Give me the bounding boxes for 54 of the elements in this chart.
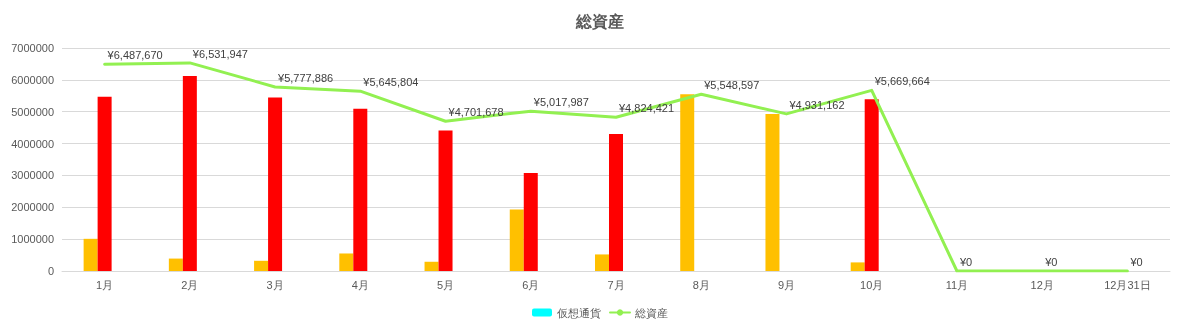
data-label: ¥0: [1129, 256, 1143, 268]
bar: [353, 108, 368, 271]
line-series: [103, 61, 1129, 273]
bar: [609, 134, 623, 271]
data-label: ¥6,531,947: [191, 47, 248, 60]
y-tick-label: 0: [47, 265, 54, 277]
data-label: ¥4,701,678: [447, 106, 504, 119]
y-tick-label: 3000000: [11, 169, 54, 182]
x-tick-label: 11月: [945, 278, 969, 291]
data-label: ¥5,548,597: [703, 79, 760, 92]
x-tick-label: 9月: [777, 278, 796, 291]
bar: [254, 260, 269, 271]
bar: [438, 130, 453, 271]
x-tick-label: 2月: [181, 278, 199, 291]
x-tick-label: 8月: [692, 278, 710, 291]
x-tick-label: 6月: [522, 278, 540, 291]
legend-label: 仮想通貨: [557, 306, 601, 319]
y-tick-label: 6000000: [11, 73, 54, 86]
data-label: ¥5,645,804: [362, 76, 419, 89]
x-tick-label: 7月: [607, 278, 625, 291]
bar: [509, 209, 524, 271]
x-tick-label: 5月: [436, 278, 455, 291]
data-label: ¥5,777,886: [277, 71, 334, 84]
x-tick-label: 4月: [351, 278, 369, 291]
data-label: ¥0: [958, 256, 973, 268]
legend-label: 総資産: [634, 306, 668, 319]
y-tick-label: 4000000: [11, 137, 54, 150]
y-tick-label: 7000000: [11, 42, 54, 54]
bar: [680, 94, 695, 271]
x-tick-label: 10月: [860, 278, 884, 291]
x-tick-label: 12月31日: [1104, 278, 1151, 291]
bar: [83, 238, 98, 271]
bar: [182, 76, 197, 271]
data-label: ¥5,017,987: [532, 96, 589, 109]
bar: [97, 96, 112, 271]
bar: [850, 262, 865, 271]
x-tick-label: 1月: [96, 278, 114, 291]
data-label: ¥6,487,670: [106, 49, 163, 62]
y-tick-label: 5000000: [11, 105, 54, 118]
y-tick-label: 1000000: [11, 233, 54, 246]
bar: [268, 97, 283, 271]
bar: [424, 261, 439, 271]
data-label: ¥0: [1044, 256, 1058, 268]
bar: [765, 113, 780, 271]
bar: [864, 99, 879, 271]
x-tick-label: 12月: [1030, 278, 1054, 291]
bar: [523, 172, 538, 271]
bar: [595, 254, 609, 271]
bar: [168, 258, 183, 271]
bar: [339, 253, 354, 271]
y-tick-label: 2000000: [11, 201, 54, 214]
x-tick-label: 3月: [266, 278, 284, 291]
chart-title: 総資産: [575, 11, 624, 31]
data-label: ¥5,669,664: [873, 75, 930, 88]
